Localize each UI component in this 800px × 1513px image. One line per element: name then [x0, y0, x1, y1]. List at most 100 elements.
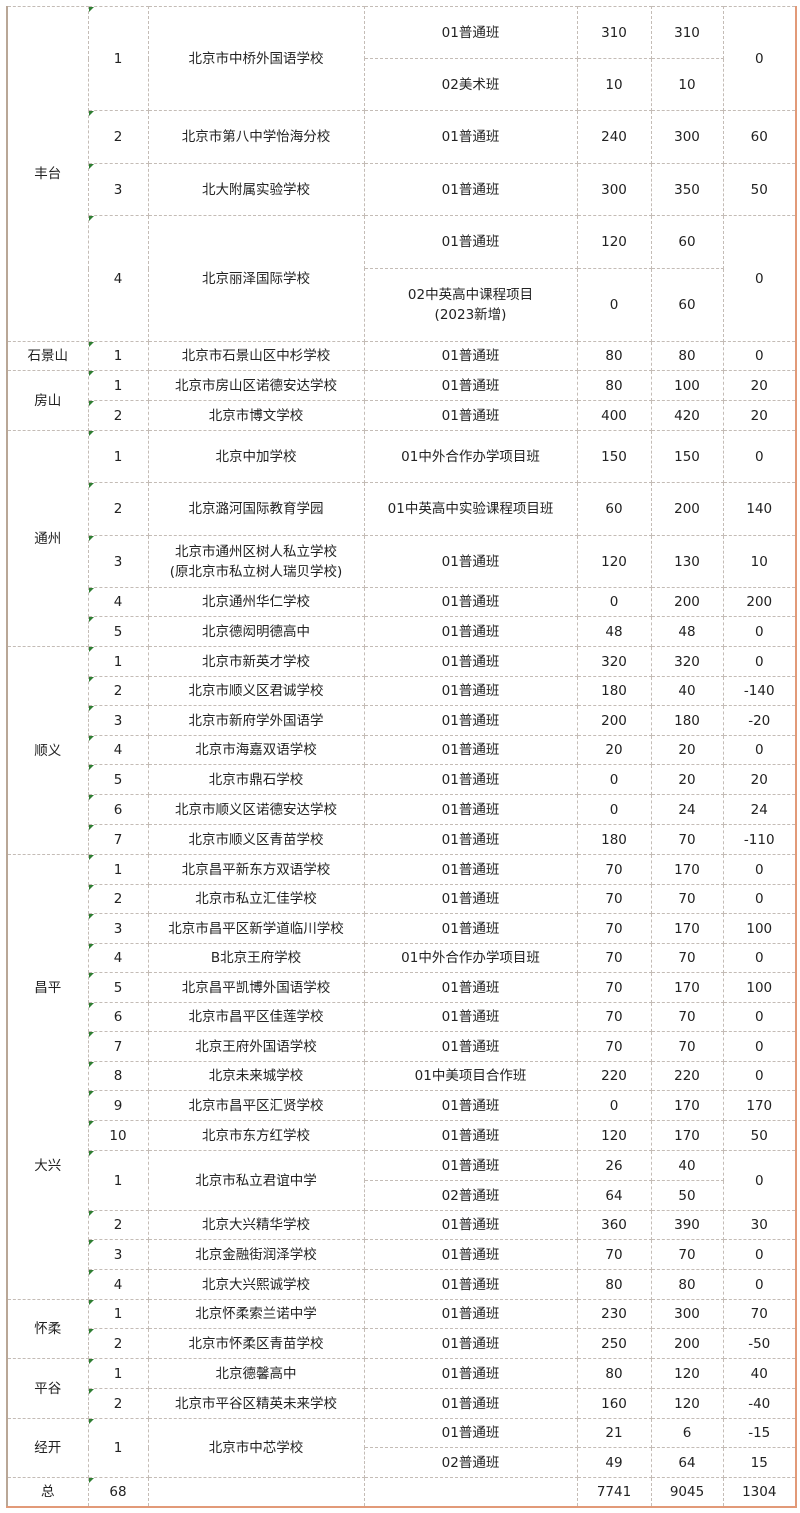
class-name: 01普通班 [363, 1358, 578, 1389]
school-name: 北京大兴精华学校 [147, 1210, 365, 1240]
total-plan-2024: 9045 [650, 1477, 724, 1508]
school-number: 1 [87, 370, 149, 401]
class-name: 01中外合作办学项目班 [363, 430, 578, 483]
school-number: 4 [87, 1269, 149, 1300]
school-number: 3 [87, 163, 149, 216]
plan-2023: 200 [576, 705, 652, 736]
plan-change: 0 [722, 6, 797, 111]
plan-2023: 180 [576, 824, 652, 855]
plan-2024: 70 [650, 884, 724, 914]
school-name: 北京市昌平区佳莲学校 [147, 1002, 365, 1032]
plan-2023: 70 [576, 854, 652, 885]
plan-2023: 64 [576, 1180, 652, 1211]
plan-change: -40 [722, 1388, 797, 1419]
plan-2024: 170 [650, 854, 724, 885]
plan-2024: 220 [650, 1061, 724, 1091]
plan-change: -140 [722, 676, 797, 706]
table-row: 4 北京市海嘉双语学校 01普通班 20 20 0 [7, 735, 797, 765]
table-row: 02普通班 49 64 15 [7, 1447, 797, 1478]
school-number: 4 [87, 215, 149, 342]
plan-2023: 300 [576, 163, 652, 216]
school-number: 3 [87, 1239, 149, 1270]
plan-2024: 70 [650, 943, 724, 973]
plan-2023: 70 [576, 913, 652, 944]
plan-2024: 70 [650, 1031, 724, 1062]
plan-2023: 70 [576, 972, 652, 1003]
plan-2024: 24 [650, 794, 724, 825]
table-row: 石景山 1 北京市石景山区中杉学校 01普通班 80 80 0 [6, 341, 797, 371]
school-number: 3 [87, 535, 149, 588]
school-number: 5 [87, 972, 149, 1003]
school-name: 北京德闳明德高中 [147, 616, 365, 647]
plan-change: 50 [722, 163, 797, 216]
table-row: 4 北京大兴熙诚学校 01普通班 80 80 0 [7, 1269, 797, 1300]
plan-2023: 49 [576, 1447, 652, 1478]
plan-2023: 80 [576, 1269, 652, 1300]
plan-change: -50 [722, 1328, 797, 1359]
table-row: 5 北京昌平凯博外国语学校 01普通班 70 170 100 [7, 972, 797, 1003]
plan-2024: 20 [650, 735, 724, 765]
class-name: 01普通班 [363, 735, 578, 765]
plan-change: 15 [722, 1447, 797, 1478]
plan-2024: 64 [650, 1447, 724, 1478]
school-name: 北大附属实验学校 [147, 163, 365, 216]
school-name: 北京市东方红学校 [147, 1120, 365, 1151]
table-row: 7 北京王府外国语学校 01普通班 70 70 0 [7, 1031, 797, 1062]
school-name: 北京昌平凯博外国语学校 [147, 972, 365, 1003]
plan-2023: 0 [576, 794, 652, 825]
plan-2023: 320 [576, 646, 652, 677]
plan-2023: 0 [576, 1090, 652, 1121]
class-name: 01普通班 [363, 1002, 578, 1032]
plan-change: -20 [722, 705, 797, 736]
table-row: 6 北京市顺义区诺德安达学校 01普通班 0 24 24 [7, 794, 797, 825]
class-name: 01普通班 [363, 824, 578, 855]
school-name: 北京市中桥外国语学校 [147, 6, 365, 111]
district-cell: 平谷 [6, 1358, 89, 1419]
school-name: 北京丽泽国际学校 [147, 215, 365, 342]
plan-change: 50 [722, 1120, 797, 1151]
table-row: 2 北京市第八中学怡海分校 01普通班 240 300 60 [7, 110, 797, 164]
school-name: 北京市博文学校 [147, 400, 365, 431]
plan-change: 140 [722, 482, 797, 536]
plan-2024: 390 [650, 1210, 724, 1240]
plan-2023: 310 [576, 6, 652, 59]
plan-change: 0 [722, 884, 797, 914]
class-name: 01普通班 [363, 616, 578, 647]
school-number: 2 [87, 676, 149, 706]
class-name: 01普通班 [363, 341, 578, 371]
table-row: 7 北京市顺义区青苗学校 01普通班 180 70 -110 [7, 824, 797, 855]
plan-change: 100 [722, 972, 797, 1003]
class-name: 01普通班 [363, 676, 578, 706]
plan-2023: 70 [576, 1239, 652, 1270]
class-name: 02中英高中课程项目 (2023新增) [363, 268, 578, 342]
school-number: 9 [87, 1090, 149, 1121]
plan-change: 60 [722, 110, 797, 164]
class-name: 01普通班 [363, 1031, 578, 1062]
school-number: 1 [87, 430, 149, 483]
plan-2024: 70 [650, 1239, 724, 1270]
class-name: 02美术班 [363, 58, 578, 111]
plan-2023: 60 [576, 482, 652, 536]
plan-2023: 70 [576, 943, 652, 973]
plan-2023: 80 [576, 341, 652, 371]
district-cell: 通州 [6, 430, 89, 647]
plan-change: -110 [722, 824, 797, 855]
school-number: 2 [87, 884, 149, 914]
plan-change: 100 [722, 913, 797, 944]
plan-2023: 80 [576, 370, 652, 401]
table-row: 4 北京通州华仁学校 01普通班 0 200 200 [7, 587, 797, 617]
school-number: 2 [87, 400, 149, 431]
class-name: 01普通班 [363, 646, 578, 677]
class-name: 01普通班 [363, 794, 578, 825]
school-number: 1 [87, 1358, 149, 1389]
plan-change: 20 [722, 764, 797, 795]
table-row: 02中英高中课程项目 (2023新增) 0 60 [7, 268, 796, 342]
school-name: 北京市私立汇佳学校 [147, 884, 365, 914]
class-name: 01普通班 [363, 1328, 578, 1359]
plan-2023: 180 [576, 676, 652, 706]
school-number: 4 [87, 943, 149, 973]
district-label: 昌平 [34, 980, 62, 996]
table-row: 2 北京市平谷区精英未来学校 01普通班 160 120 -40 [7, 1388, 797, 1419]
plan-change: 0 [722, 1269, 797, 1300]
plan-2024: 350 [650, 163, 724, 216]
